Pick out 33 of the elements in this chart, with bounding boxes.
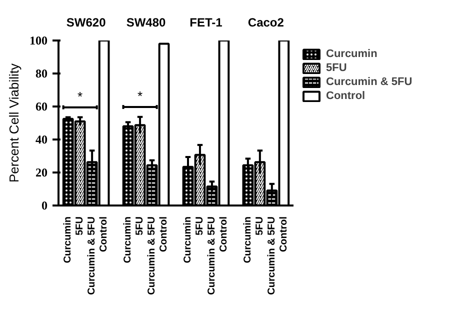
annotation: *: [138, 88, 143, 104]
y-tick-label: 80: [36, 66, 48, 80]
text: Curcumin & 5FU: [206, 216, 218, 295]
y-tick-label: 100: [30, 34, 48, 48]
x-tick-label: SW480: [126, 16, 166, 30]
text: Curcumin: [242, 216, 254, 264]
x-tick-label: Caco2: [248, 16, 284, 30]
text: Curcumin: [122, 216, 134, 264]
x-tick-label: SW620: [66, 16, 106, 30]
text: Curcumin & 5FU: [146, 216, 158, 295]
text: Control: [278, 216, 290, 252]
legend-label: Curcumin & 5FU: [326, 76, 412, 88]
text: 5FU: [74, 216, 86, 236]
text: Curcumin & 5FU: [86, 216, 98, 295]
legend-label: Control: [326, 90, 366, 102]
y-tick-label: 40: [36, 132, 48, 146]
y-tick-label: 0: [42, 198, 48, 212]
text: Control: [158, 216, 170, 252]
text: Control: [218, 216, 230, 252]
text: Curcumin & 5FU: [266, 216, 278, 295]
text: 5FU: [194, 216, 206, 236]
y-axis-title: Percent Cell Viability: [6, 63, 22, 182]
y-tick-label: 60: [36, 100, 48, 114]
text: 5FU: [254, 216, 266, 236]
text: Curcumin: [182, 216, 194, 264]
x-tick-label: FET-1: [190, 16, 223, 30]
legend-label: 5FU: [326, 62, 347, 74]
text: Curcumin: [62, 216, 74, 264]
text: 5FU: [134, 216, 146, 236]
y-tick-label: 20: [36, 166, 48, 180]
text: Control: [98, 216, 110, 252]
legend-label: Curcumin: [326, 48, 378, 60]
annotation: *: [78, 89, 83, 104]
